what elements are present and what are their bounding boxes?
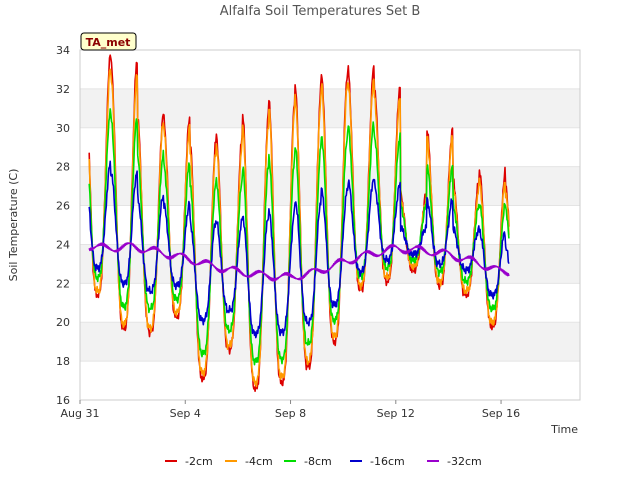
legend-label: -8cm: [304, 455, 332, 468]
y-tick-label: 26: [56, 200, 70, 213]
series-line-neg32cm: [88, 242, 510, 282]
x-tick-label: Sep 4: [170, 407, 201, 420]
ta-met-badge-label: TA_met: [86, 36, 131, 49]
legend-item: -16cm: [350, 455, 405, 468]
legend-item: -8cm: [284, 455, 332, 468]
y-tick-label: 20: [56, 316, 70, 329]
y-tick-label: 22: [56, 277, 70, 290]
plot-band: [80, 205, 580, 245]
ta-met-badge-box: [80, 32, 137, 51]
y-tick-label: 34: [56, 44, 70, 57]
legend-label: -16cm: [370, 455, 405, 468]
x-axis-label: Time: [550, 423, 578, 436]
plot-background: [80, 50, 580, 400]
y-tick-label: 30: [56, 122, 70, 135]
x-tick-label: Sep 8: [275, 407, 306, 420]
plot-band: [80, 244, 580, 284]
chart-title: Alfalfa Soil Temperatures Set B: [220, 4, 421, 19]
plot-band: [80, 361, 580, 400]
plot-band: [80, 88, 580, 128]
plot-band: [80, 322, 580, 362]
plot-band: [80, 127, 580, 167]
ta-met-badge: TA_met: [80, 32, 137, 51]
x-tick-label: Sep 12: [377, 407, 415, 420]
plot-band: [80, 50, 580, 89]
y-tick-label: 16: [56, 394, 70, 407]
legend: -2cm -4cm -8cm -16cm -32cm: [165, 455, 482, 468]
y-tick-label: 18: [56, 355, 70, 368]
y-axis-ticks: 16 18 20 22 24 26 28 30 32 34: [56, 44, 70, 407]
x-axis-ticks: Aug 31 Sep 4 Sep 8 Sep 12 Sep 16: [61, 400, 520, 420]
series-line-neg16cm: [88, 160, 510, 339]
y-tick-label: 32: [56, 83, 70, 96]
legend-label: -32cm: [447, 455, 482, 468]
series-layer: [88, 54, 510, 392]
y-tick-label: 28: [56, 161, 70, 174]
x-tick-label: Aug 31: [61, 407, 100, 420]
legend-item: -4cm: [225, 455, 273, 468]
y-tick-label: 24: [56, 238, 70, 251]
x-tick-label: Sep 16: [482, 407, 520, 420]
legend-item: -2cm: [165, 455, 213, 468]
series-line-neg8cm: [88, 108, 510, 366]
legend-label: -4cm: [245, 455, 273, 468]
legend-item: -32cm: [427, 455, 482, 468]
y-axis-label: Soil Temperature (C): [7, 169, 20, 282]
plot-border: [79, 49, 581, 401]
legend-label: -2cm: [185, 455, 213, 468]
